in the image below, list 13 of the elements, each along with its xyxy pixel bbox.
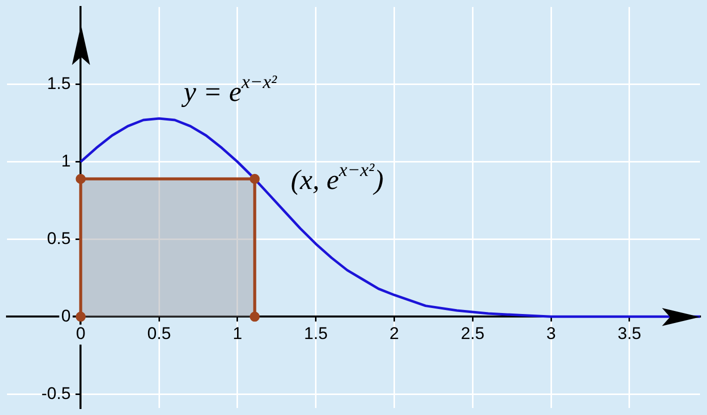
- y-tick-label: 0.5: [47, 228, 71, 248]
- y-tick-label: 1: [61, 152, 71, 171]
- x-tick-label: 0: [76, 324, 86, 343]
- y-tick-label: -0.5: [41, 384, 71, 403]
- x-tick-label: 1: [232, 324, 242, 343]
- x-tick-label: 2.5: [460, 324, 484, 343]
- x-tick-label: 0.5: [147, 324, 171, 343]
- x-tick-label: 1.5: [304, 324, 328, 343]
- y-tick-label: 1.5: [47, 74, 71, 94]
- x-tick-label: 2: [390, 324, 399, 343]
- x-tick-label: 3: [546, 324, 556, 343]
- y-tick-label: 0: [61, 306, 71, 326]
- x-tick-label: 3.5: [618, 324, 642, 343]
